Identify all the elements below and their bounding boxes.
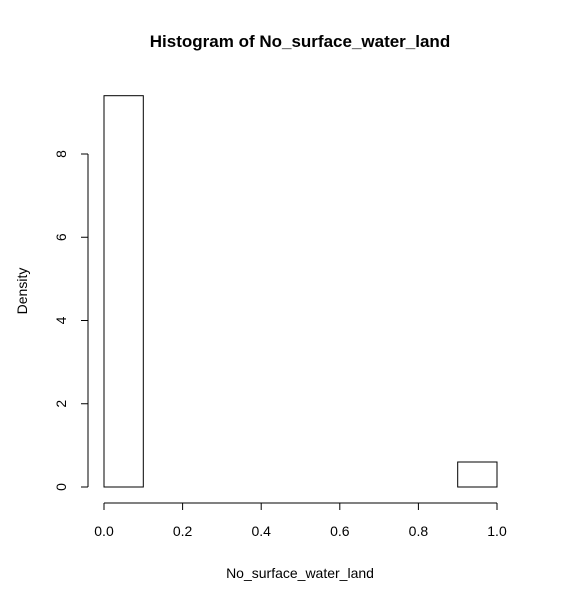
y-tick-label: 0 — [53, 483, 69, 491]
y-tick-label: 8 — [53, 150, 69, 158]
chart-title: Histogram of No_surface_water_land — [150, 32, 450, 51]
y-tick-label: 4 — [53, 316, 69, 324]
x-axis: 0.0 0.2 0.4 0.6 0.8 1.0 — [94, 502, 507, 539]
x-tick-label: 0.2 — [173, 523, 193, 539]
y-tick-label: 6 — [53, 233, 69, 241]
x-tick-label: 0.6 — [330, 523, 350, 539]
histogram-bar — [457, 461, 498, 488]
x-axis-label: No_surface_water_land — [226, 565, 374, 581]
histogram-bar — [103, 95, 144, 488]
x-tick-label: 0.0 — [94, 523, 114, 539]
x-tick-label: 0.8 — [409, 523, 429, 539]
histogram-bars — [103, 95, 498, 488]
y-axis-label: Density — [14, 268, 30, 315]
x-tick-label: 1.0 — [487, 523, 507, 539]
x-tick-label: 0.4 — [251, 523, 271, 539]
y-tick-label: 2 — [53, 400, 69, 408]
y-axis: 0 2 4 6 8 — [53, 150, 89, 491]
